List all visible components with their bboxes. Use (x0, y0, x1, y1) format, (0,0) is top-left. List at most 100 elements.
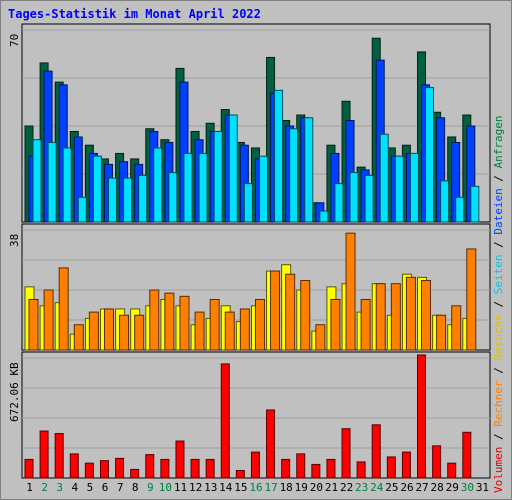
bar-rechner-day-29 (451, 305, 462, 351)
day-label-10: 10 (158, 481, 173, 494)
day-label-30: 30 (460, 481, 474, 494)
bar-seiten-day-23 (364, 174, 374, 223)
bar-volumen-day-28 (432, 445, 442, 479)
bar-volumen-day-13 (205, 458, 215, 479)
day-label-7: 7 (116, 481, 124, 494)
legend-item-dateien: Dateien (492, 188, 505, 235)
day-label-1: 1 (26, 481, 33, 494)
bar-rechner-day-13 (209, 298, 220, 351)
bar-seiten-day-2 (47, 141, 57, 223)
bar-volumen-day-7 (115, 457, 125, 479)
bar-seiten-day-7 (123, 177, 133, 223)
day-label-17: 17 (264, 481, 278, 494)
day-label-6: 6 (101, 481, 109, 494)
bar-seiten-day-18 (289, 128, 299, 223)
bar-rechner-day-16 (254, 298, 265, 351)
bar-seiten-day-6 (107, 177, 117, 223)
legend-separator: / (492, 234, 505, 255)
bar-rechner-day-28 (436, 314, 447, 351)
bar-rechner-day-4 (73, 324, 84, 351)
day-label-23: 23 (355, 481, 369, 494)
day-label-5: 5 (86, 481, 94, 494)
day-label-14: 14 (219, 481, 233, 494)
day-label-13: 13 (204, 481, 218, 494)
bar-rechner-day-21 (330, 298, 341, 351)
bar-rechner-day-27 (421, 280, 432, 351)
bar-volumen-day-19 (296, 453, 306, 479)
bar-seiten-day-19 (304, 117, 314, 223)
bar-volumen-day-9 (145, 454, 155, 479)
bar-volumen-day-17 (266, 409, 276, 479)
bar-rechner-day-26 (405, 276, 416, 351)
bar-seiten-day-9 (153, 147, 163, 223)
bar-rechner-day-5 (88, 311, 99, 351)
day-label-28: 28 (430, 481, 444, 494)
day-label-29: 29 (445, 481, 459, 494)
legend-separator: / (492, 168, 505, 189)
day-label-26: 26 (400, 481, 414, 494)
bar-rechner-day-15 (239, 308, 250, 351)
day-label-3: 3 (56, 481, 64, 494)
top-panel-max-label: 70 (8, 34, 21, 48)
bar-seiten-day-14 (228, 114, 238, 223)
bar-seiten-day-1 (32, 139, 42, 223)
middle-panel-max-label: 38 (8, 234, 21, 248)
bar-rechner-day-9 (149, 289, 160, 351)
legend-item-besuche: Besuche (492, 314, 505, 361)
bar-rechner-day-7 (119, 314, 130, 351)
bar-volumen-day-24 (371, 424, 381, 479)
bar-volumen-day-10 (160, 458, 170, 479)
day-label-11: 11 (173, 481, 188, 494)
day-label-25: 25 (385, 481, 399, 494)
bar-volumen-day-3 (54, 433, 64, 479)
chart-title: Tages-Statistik im Monat April 2022 (8, 7, 261, 21)
bar-seiten-day-22 (349, 172, 359, 223)
day-label-27: 27 (415, 481, 429, 494)
bar-rechner-day-11 (179, 295, 190, 351)
bar-seiten-day-4 (77, 196, 87, 223)
bar-volumen-day-30 (462, 431, 472, 479)
bar-seiten-day-5 (92, 155, 102, 223)
bar-volumen-day-25 (386, 456, 396, 479)
bar-volumen-day-14 (220, 363, 230, 479)
bar-volumen-day-20 (311, 463, 321, 479)
legend-separator: / (492, 426, 505, 447)
legend-separator: / (492, 294, 505, 315)
bar-seiten-day-29 (455, 196, 465, 223)
legend-item-seiten: Seiten (492, 254, 505, 295)
bar-volumen-day-11 (175, 440, 185, 479)
bar-volumen-day-2 (39, 430, 49, 479)
bar-volumen-day-26 (401, 451, 411, 479)
bar-rechner-day-17 (270, 270, 281, 351)
bar-rechner-day-1 (28, 298, 39, 351)
bar-seiten-day-21 (334, 183, 344, 223)
bar-volumen-day-8 (130, 468, 140, 479)
bar-rechner-day-10 (164, 292, 175, 351)
legend-item-volumen: Volumen (492, 446, 505, 493)
bar-volumen-day-16 (250, 451, 260, 479)
bar-seiten-day-27 (425, 87, 435, 223)
bar-seiten-day-28 (440, 180, 450, 223)
bar-seiten-day-17 (274, 89, 284, 223)
bar-rechner-day-23 (360, 298, 371, 351)
bottom-panel-max-label: 672.06 KB (8, 362, 21, 423)
bar-rechner-day-25 (390, 283, 401, 351)
day-label-18: 18 (279, 481, 293, 494)
bar-seiten-day-25 (394, 155, 404, 223)
bar-seiten-day-15 (243, 183, 253, 223)
bar-seiten-day-11 (183, 152, 193, 223)
day-label-21: 21 (324, 481, 339, 494)
day-label-31: 31 (475, 481, 490, 494)
bar-volumen-day-15 (235, 470, 245, 479)
bar-seiten-day-3 (62, 147, 72, 223)
bar-volumen-day-27 (417, 354, 427, 479)
bar-seiten-day-12 (198, 152, 208, 223)
day-label-24: 24 (370, 481, 384, 494)
bar-rechner-day-2 (43, 289, 54, 351)
day-label-12: 12 (188, 481, 203, 494)
bar-volumen-day-22 (341, 428, 351, 479)
day-label-2: 2 (41, 481, 48, 494)
day-label-4: 4 (71, 481, 79, 494)
day-label-9: 9 (147, 481, 154, 494)
